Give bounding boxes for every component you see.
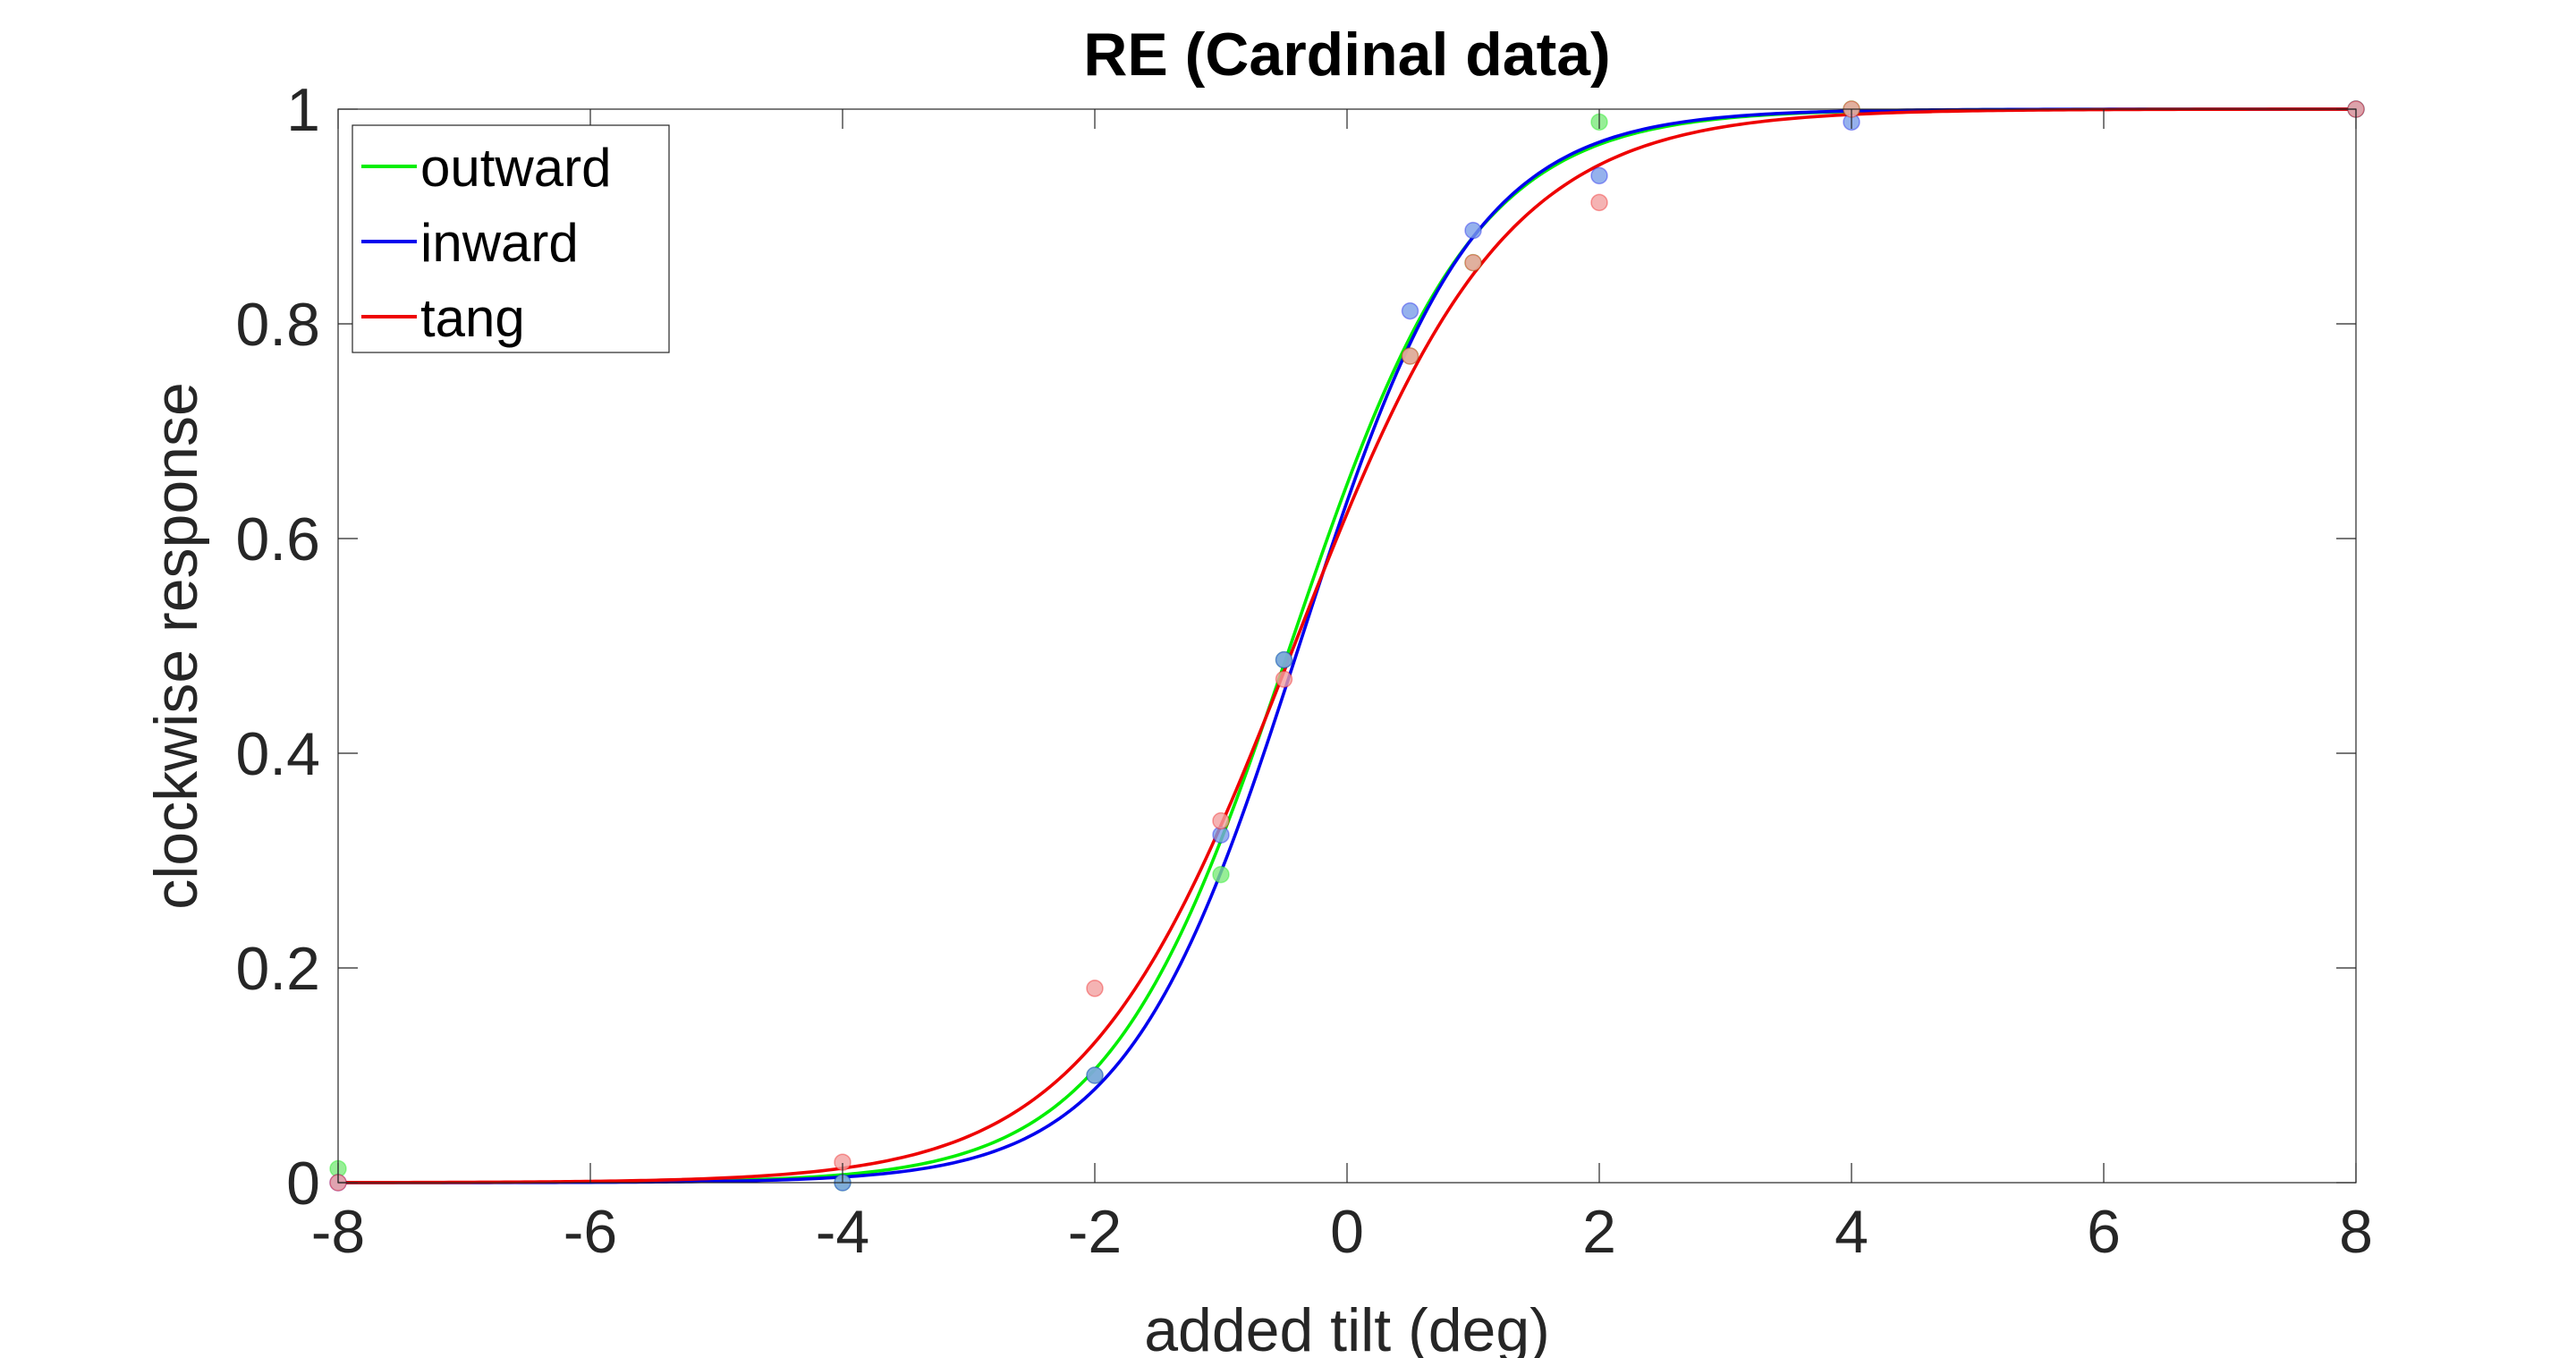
y-tick-label: 0	[286, 1150, 320, 1218]
data-point-tang	[1590, 193, 1608, 212]
x-tick-label: 0	[1330, 1198, 1364, 1266]
y-tick-label: 1	[286, 76, 320, 144]
x-tick-label: 2	[1582, 1198, 1616, 1266]
x-tick-label: -4	[816, 1198, 869, 1266]
y-tick-label: 0.4	[235, 720, 320, 788]
data-point-tang	[1401, 347, 1419, 365]
y-tick-label: 0.8	[235, 291, 320, 359]
data-point-inward	[1464, 221, 1482, 240]
axis-ticks	[337, 108, 2357, 1184]
data-point-tang	[1275, 670, 1293, 688]
x-tick-label: -8	[311, 1198, 365, 1266]
x-tick-label: 4	[1835, 1198, 1868, 1266]
legend-label-inward: inward	[420, 213, 579, 273]
x-tick-labels: -8 -6 -4 -2 0 2 4 6 8	[311, 1198, 2373, 1266]
plot-area	[338, 109, 2356, 1183]
data-point-inward	[1275, 650, 1293, 669]
x-tick-label: 8	[2339, 1198, 2373, 1266]
data-point-tang	[1212, 811, 1230, 830]
x-axis-label: added tilt (deg)	[1144, 1296, 1550, 1358]
data-point-tang	[1086, 980, 1104, 997]
legend-label-tang: tang	[420, 288, 525, 348]
chart-title: RE (Cardinal data)	[1083, 21, 1610, 89]
legend-box	[352, 124, 670, 353]
y-axis-label: clockwise response	[142, 382, 210, 910]
data-point-tang	[1464, 253, 1482, 272]
x-tick-label: 6	[2087, 1198, 2121, 1266]
data-point-inward	[1086, 1066, 1104, 1084]
y-tick-label: 0.2	[235, 935, 320, 1003]
fit-curve-tang	[337, 107, 2356, 1184]
legend-label-outward: outward	[420, 138, 611, 198]
data-point-inward	[1401, 301, 1419, 320]
y-tick-label: 0.6	[235, 505, 320, 573]
y-tick-labels: 0 0.2 0.4 0.6 0.8 1	[235, 76, 320, 1218]
x-tick-label: -2	[1068, 1198, 1122, 1266]
data-point-inward	[1590, 166, 1608, 185]
x-tick-label: -6	[564, 1198, 617, 1266]
legend: outward inward tang	[352, 124, 670, 353]
data-point-outward	[1212, 865, 1230, 884]
